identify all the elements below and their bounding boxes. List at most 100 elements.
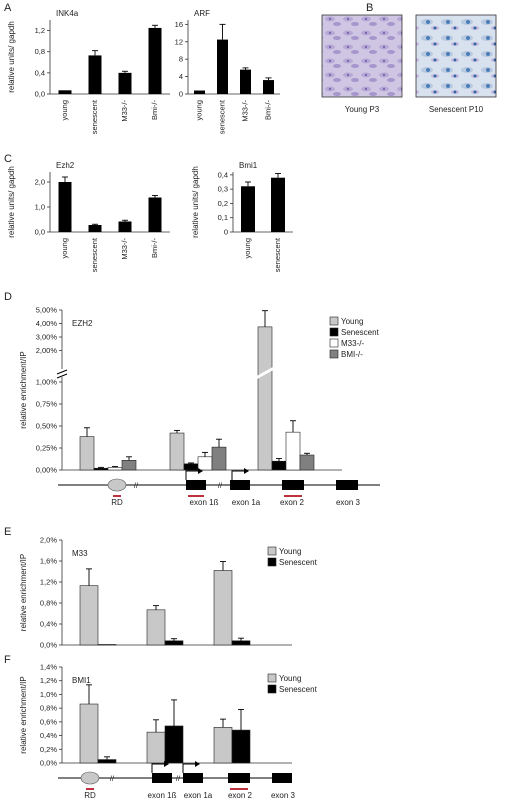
d-legend-swatch bbox=[329, 316, 339, 326]
f-title: BMI1 bbox=[72, 676, 91, 685]
d-legend-swatch bbox=[329, 327, 339, 337]
panel-letter-c: C bbox=[4, 153, 12, 165]
c1-bar bbox=[88, 225, 102, 232]
f-ytick-label: 1,0% bbox=[40, 690, 57, 699]
d-legend-swatch bbox=[329, 349, 339, 359]
c1-title: Ezh2 bbox=[56, 161, 75, 170]
f-ytick-label: 0,2% bbox=[40, 745, 57, 754]
c1-ytick-label: 1,0 bbox=[35, 203, 45, 212]
e-ytick-label: 0,0% bbox=[40, 641, 57, 650]
e-legend-swatch bbox=[267, 557, 277, 567]
d-map-label: exon 1a bbox=[232, 498, 261, 507]
d-exon-box bbox=[230, 480, 250, 490]
f-bar bbox=[231, 729, 251, 764]
d-ytick-label: 4,00% bbox=[36, 319, 58, 328]
d-map-label: exon 1ß bbox=[190, 498, 219, 507]
c2-bar bbox=[241, 186, 255, 232]
d-axis-break-mark bbox=[56, 373, 68, 379]
d-y-label: relative enrichment/IP bbox=[19, 351, 28, 428]
panel-letter-a: A bbox=[4, 2, 12, 14]
a2-ytick-label: 12 bbox=[175, 37, 183, 46]
d-ytick-label: 0,00% bbox=[36, 466, 58, 475]
d-axis-break-mark bbox=[56, 369, 68, 375]
a1-bar bbox=[88, 55, 102, 94]
d-bar bbox=[285, 431, 301, 471]
c1-ytick-label: 2,0 bbox=[35, 178, 45, 187]
a2-ytick-label: 0 bbox=[179, 90, 183, 99]
a1-bar bbox=[118, 72, 132, 94]
a1-bar bbox=[58, 90, 72, 94]
f-promoter-arrowhead bbox=[164, 761, 169, 767]
f-promoter-arrow bbox=[151, 763, 164, 773]
d-rd-element bbox=[107, 478, 127, 492]
a2-category-label: senescent bbox=[218, 99, 227, 134]
d-exon-box bbox=[336, 480, 358, 490]
micrograph-senescent-label: Senescent P10 bbox=[429, 105, 484, 114]
c1-category-label: young bbox=[60, 238, 69, 258]
f-ytick-label: 1,4% bbox=[40, 663, 57, 672]
c1-bar bbox=[118, 221, 132, 232]
f-legend-label: Young bbox=[279, 674, 301, 683]
a2-category-label: young bbox=[195, 100, 204, 120]
d-legend-swatch bbox=[329, 338, 339, 348]
a1-ytick-label: 0,0 bbox=[35, 90, 45, 99]
f-ytick-label: 0,0% bbox=[40, 759, 57, 768]
c1-bar bbox=[148, 197, 162, 232]
c1-bar bbox=[58, 182, 72, 232]
d-bar bbox=[271, 460, 287, 471]
a1-category-label: young bbox=[60, 100, 69, 120]
e-title: M33 bbox=[72, 549, 88, 558]
c1-y-label: relative units/ gapdh bbox=[7, 166, 16, 238]
e-ytick-label: 0,4% bbox=[40, 620, 57, 629]
f-promoter-arrowhead bbox=[195, 761, 200, 767]
d-bar bbox=[257, 326, 273, 471]
f-ytick-label: 0,4% bbox=[40, 731, 57, 740]
d-promoter-arrow bbox=[231, 470, 244, 480]
a1-category-label: M33-/- bbox=[120, 100, 129, 122]
d-bar bbox=[107, 467, 123, 471]
a1-category-label: senescent bbox=[90, 99, 99, 134]
c2-ytick-label: 0,4 bbox=[218, 170, 228, 179]
e-bar bbox=[164, 640, 184, 646]
c1-ytick-label: 0,0 bbox=[35, 228, 45, 237]
e-ytick-label: 1,6% bbox=[40, 557, 57, 566]
a2-bar bbox=[263, 80, 274, 94]
e-legend-label: Young bbox=[279, 547, 301, 556]
f-bar bbox=[164, 725, 184, 764]
e-bar bbox=[79, 585, 99, 646]
d-legend-label: Senescent bbox=[341, 328, 380, 337]
d-legend-label: M33-/- bbox=[341, 339, 364, 348]
a2-ytick-label: 4 bbox=[179, 72, 183, 81]
micrograph-young-label: Young P3 bbox=[345, 105, 380, 114]
f-exon-box bbox=[183, 773, 203, 783]
c1-category-label: senescent bbox=[90, 237, 99, 272]
f-bar bbox=[213, 727, 233, 764]
a2-title: ARF bbox=[194, 9, 210, 18]
d-exon-box bbox=[282, 480, 304, 490]
f-map-label: RD bbox=[84, 791, 96, 800]
d-bar bbox=[183, 463, 199, 471]
d-bar bbox=[79, 436, 95, 471]
a1-y-label: relative units/ gapdh bbox=[7, 21, 16, 93]
f-map-label: exon 1ß bbox=[148, 791, 177, 800]
a1-bar bbox=[148, 27, 162, 94]
d-ytick-label: 2,00% bbox=[36, 346, 58, 355]
c2-ytick-label: 0,3 bbox=[218, 185, 228, 194]
f-exon-box bbox=[228, 773, 250, 783]
f-legend-swatch bbox=[267, 673, 277, 683]
d-bar-break-mark bbox=[255, 366, 275, 380]
d-legend-label: Young bbox=[341, 317, 363, 326]
f-map-label: exon 1a bbox=[184, 791, 213, 800]
d-ytick-label: 0,25% bbox=[36, 444, 58, 453]
a1-ytick-label: 0,4 bbox=[35, 68, 45, 77]
d-break-slash: // bbox=[218, 481, 223, 490]
a2-ytick-label: 8 bbox=[179, 55, 183, 64]
e-bar bbox=[213, 570, 233, 646]
f-break-slash: // bbox=[110, 774, 115, 783]
e-bar bbox=[97, 644, 117, 646]
f-break-slash: // bbox=[176, 774, 181, 783]
f-ytick-label: 1,2% bbox=[40, 676, 57, 685]
a2-ytick-label: 16 bbox=[175, 20, 183, 29]
d-legend-label: BMI-/- bbox=[341, 350, 363, 359]
